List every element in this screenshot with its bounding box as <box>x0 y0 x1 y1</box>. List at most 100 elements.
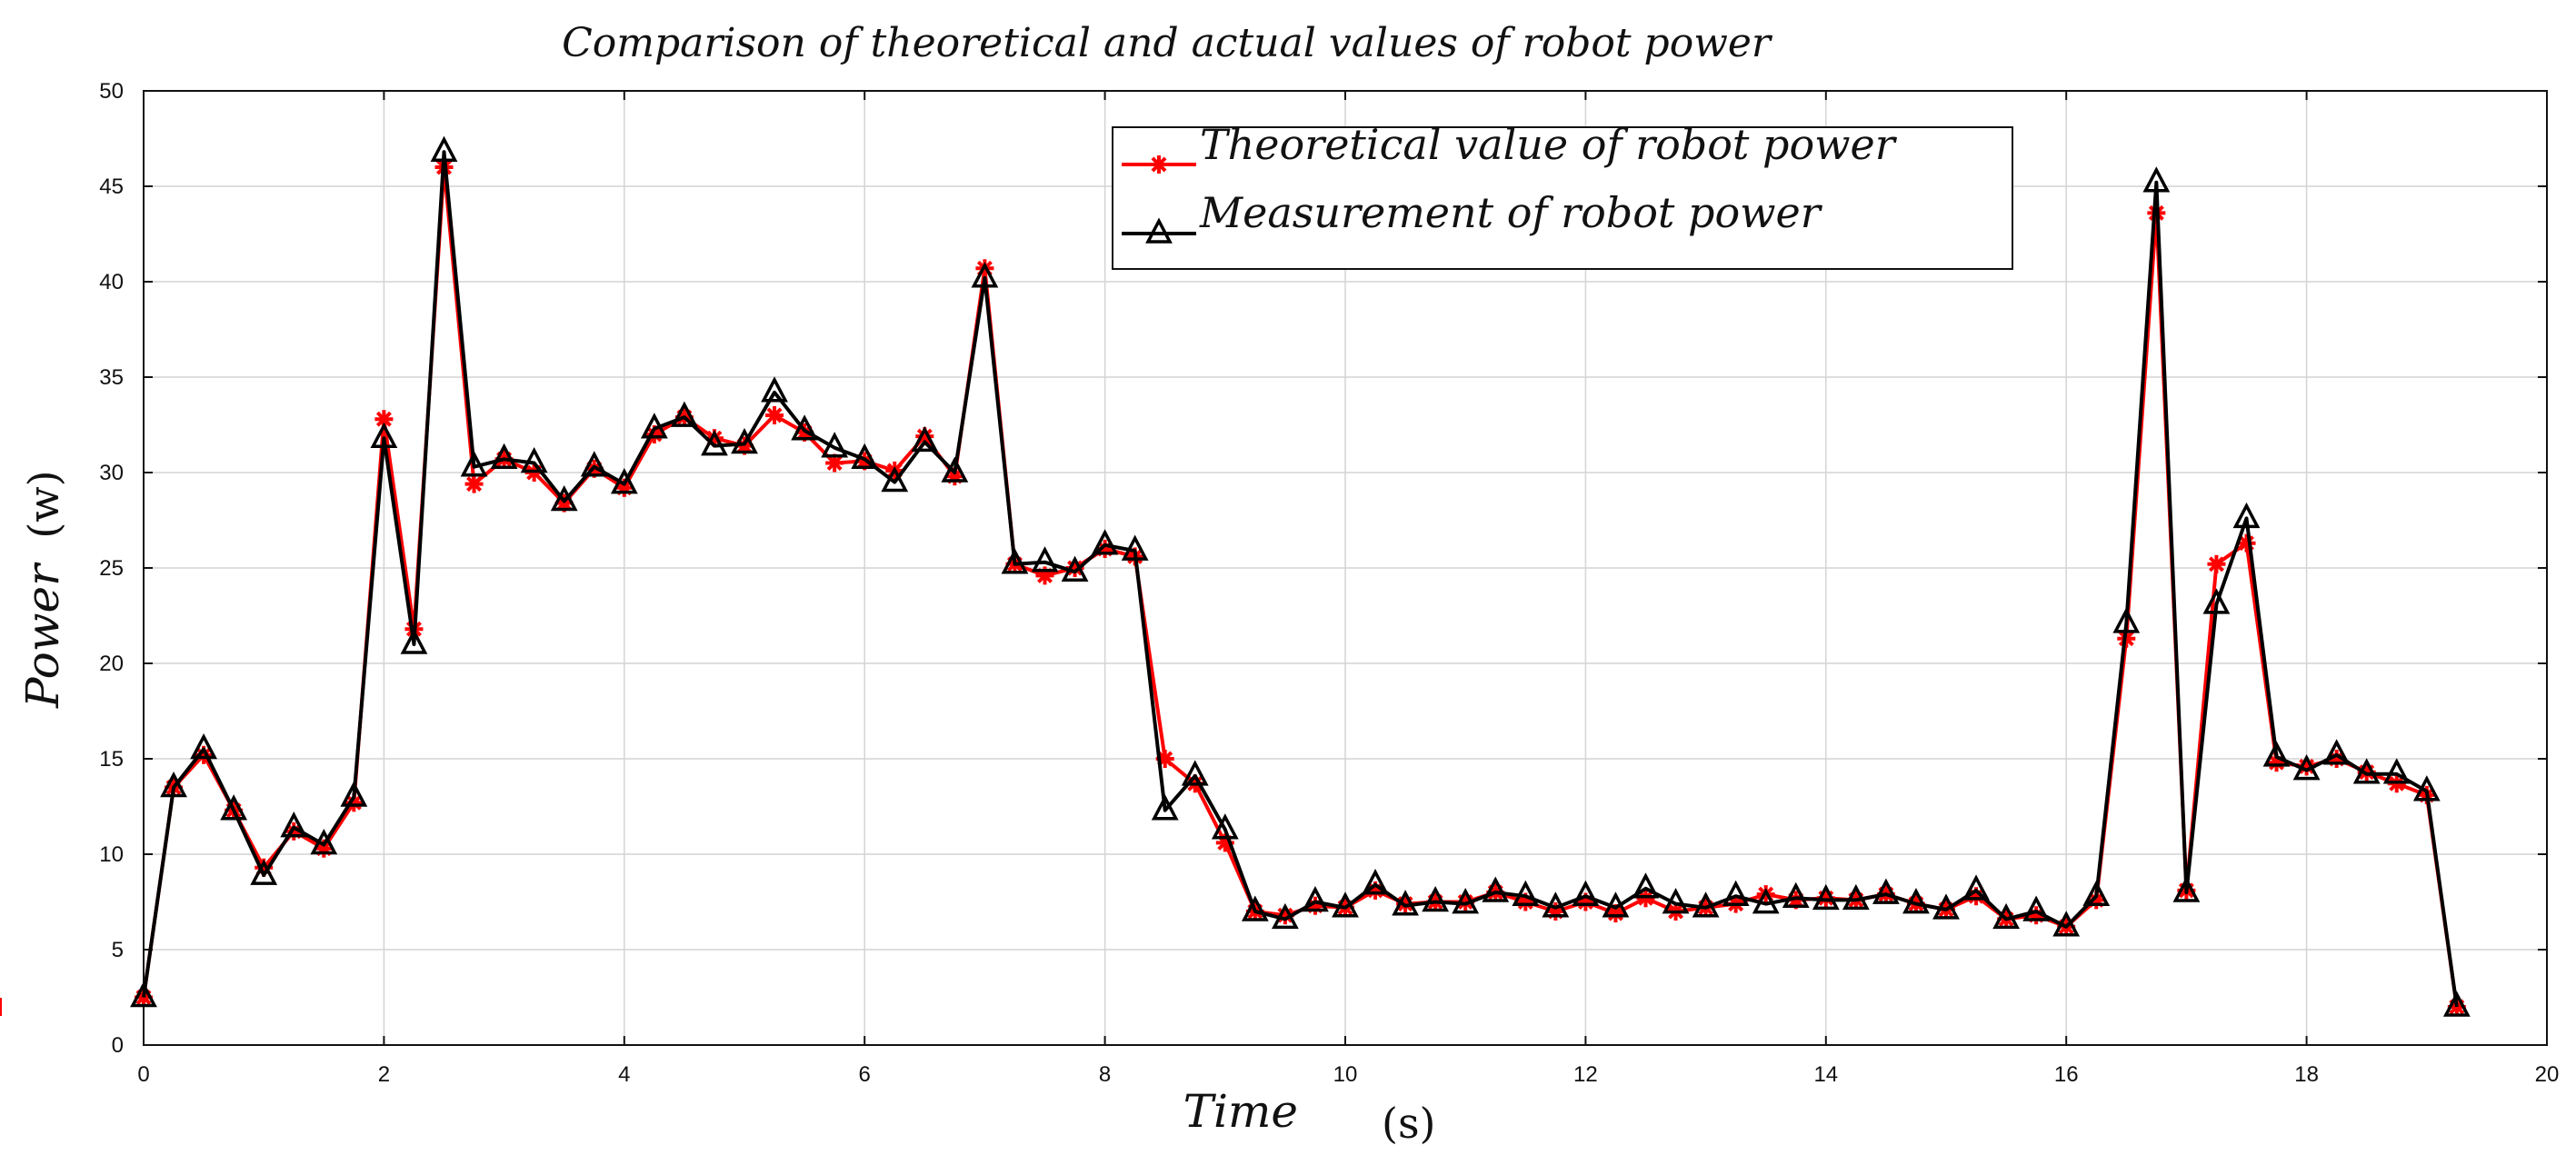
series-measurement <box>130 135 2471 1017</box>
x-tick-label: 6 <box>859 1062 871 1087</box>
asterisk-stroke <box>1151 156 1167 173</box>
x-axis-unit: (s) <box>1382 1099 1436 1148</box>
data-series <box>0 135 2471 1017</box>
measurement-point <box>1091 529 1119 555</box>
measurement-point <box>1392 890 1419 916</box>
measurement-point <box>460 451 488 477</box>
asterisk-stroke <box>2208 556 2224 573</box>
measurement-point <box>2442 991 2471 1017</box>
measurement-point <box>2322 739 2351 765</box>
measurement-point <box>640 413 668 439</box>
measurement-point <box>1932 893 1960 920</box>
measurement-point <box>1512 880 1540 906</box>
measurement-point <box>1332 891 1359 918</box>
asterisk-stroke <box>195 747 212 763</box>
measurement-point <box>1211 813 1239 840</box>
measurement-point <box>430 135 458 162</box>
legend-asterisk <box>1150 155 1168 174</box>
x-axis-ticks: 0 2 4 6 8 10 12 14 16 18 20 <box>137 91 2559 1087</box>
measurement-point <box>1962 874 1990 901</box>
x-tick-label: 10 <box>1333 1062 1358 1087</box>
measurement-point <box>1782 881 1810 909</box>
y-tick-label: 5 <box>112 938 124 962</box>
measurement-point <box>1812 883 1840 911</box>
measurement-point <box>550 484 578 512</box>
measurement-point <box>791 414 818 441</box>
measurement-point <box>2112 607 2141 633</box>
x-tick-label: 20 <box>2535 1062 2560 1087</box>
measurement-point <box>1181 760 1209 786</box>
y-tick-label: 40 <box>99 270 124 294</box>
x-tick-label: 18 <box>2294 1062 2319 1087</box>
y-tick-label: 50 <box>99 79 124 104</box>
x-tick-label: 14 <box>1813 1062 1838 1087</box>
asterisk-stroke <box>1968 888 1984 904</box>
asterisk-stroke <box>1607 905 1623 921</box>
measurement-point <box>280 812 308 838</box>
measurement-point <box>1151 794 1179 821</box>
measurement-point <box>1692 891 1720 918</box>
measurement-point <box>1031 546 1059 573</box>
y-axis-label: Power <box>16 562 69 709</box>
measurement-point <box>2292 754 2321 781</box>
measurement-point <box>2202 588 2231 614</box>
legend-box <box>1112 126 2013 270</box>
x-tick-label: 4 <box>618 1062 630 1087</box>
measurement-point <box>1842 883 1870 911</box>
measurement-point <box>1452 888 1480 914</box>
measurement-point <box>370 422 398 448</box>
asterisk-stroke <box>826 455 843 471</box>
y-tick-label: 25 <box>99 556 124 581</box>
measurement-point <box>881 465 909 493</box>
measurement-point <box>1482 876 1510 902</box>
theoretical-point <box>464 474 484 493</box>
y-tick-label: 10 <box>99 842 124 867</box>
measurement-point <box>190 732 217 760</box>
x-tick-label: 12 <box>1573 1062 1598 1087</box>
theoretical-point <box>2207 554 2226 573</box>
x-tick-label: 0 <box>137 1062 149 1087</box>
measurement-point <box>160 771 187 798</box>
measurement-point <box>2142 166 2171 193</box>
measurement-point <box>1722 880 1750 906</box>
theoretical-point <box>374 410 394 429</box>
measurement-point <box>580 451 608 477</box>
measurement-point <box>520 446 548 473</box>
x-tick-label: 16 <box>2054 1062 2079 1087</box>
measurement-point <box>610 468 638 494</box>
measurement-point <box>1422 885 1450 912</box>
legend-label-measurement: Measurement of robot power <box>1199 188 1823 237</box>
measurement-point <box>310 828 338 855</box>
measurement-point <box>220 794 248 821</box>
measurement-point <box>2382 758 2411 784</box>
measurement-point <box>2232 502 2261 529</box>
x-tick-label: 2 <box>378 1062 390 1087</box>
measurement-point <box>671 401 698 427</box>
measurement-point <box>2172 876 2201 902</box>
measurement-point <box>911 425 939 453</box>
theoretical-point <box>765 406 784 424</box>
legend-triangle <box>1145 217 1173 244</box>
measurement-point <box>400 628 428 654</box>
measurement-point <box>2352 758 2381 784</box>
measurement-point <box>1121 534 1149 561</box>
measurement-point <box>1602 891 1630 918</box>
measurement-point <box>1542 891 1570 918</box>
y-tick-label: 20 <box>99 652 124 676</box>
chart-title: Comparison of theoretical and actual val… <box>562 20 1773 66</box>
measurement-point <box>1272 902 1299 930</box>
asterisk-stroke <box>375 411 392 427</box>
measurement-point <box>1061 555 1089 582</box>
measurement-point <box>1752 888 1780 914</box>
x-axis-label: Time <box>1183 1085 1298 1138</box>
y-tick-label: 0 <box>112 1033 124 1058</box>
measurement-point <box>2262 741 2291 767</box>
measurement-point <box>2022 895 2051 921</box>
y-tick-label: 30 <box>99 461 124 485</box>
measurement-point <box>1302 885 1329 912</box>
asterisk-stroke <box>766 407 783 423</box>
asterisk-stroke <box>466 476 483 493</box>
measurement-point <box>1001 548 1029 574</box>
x-tick-label: 8 <box>1099 1062 1111 1087</box>
